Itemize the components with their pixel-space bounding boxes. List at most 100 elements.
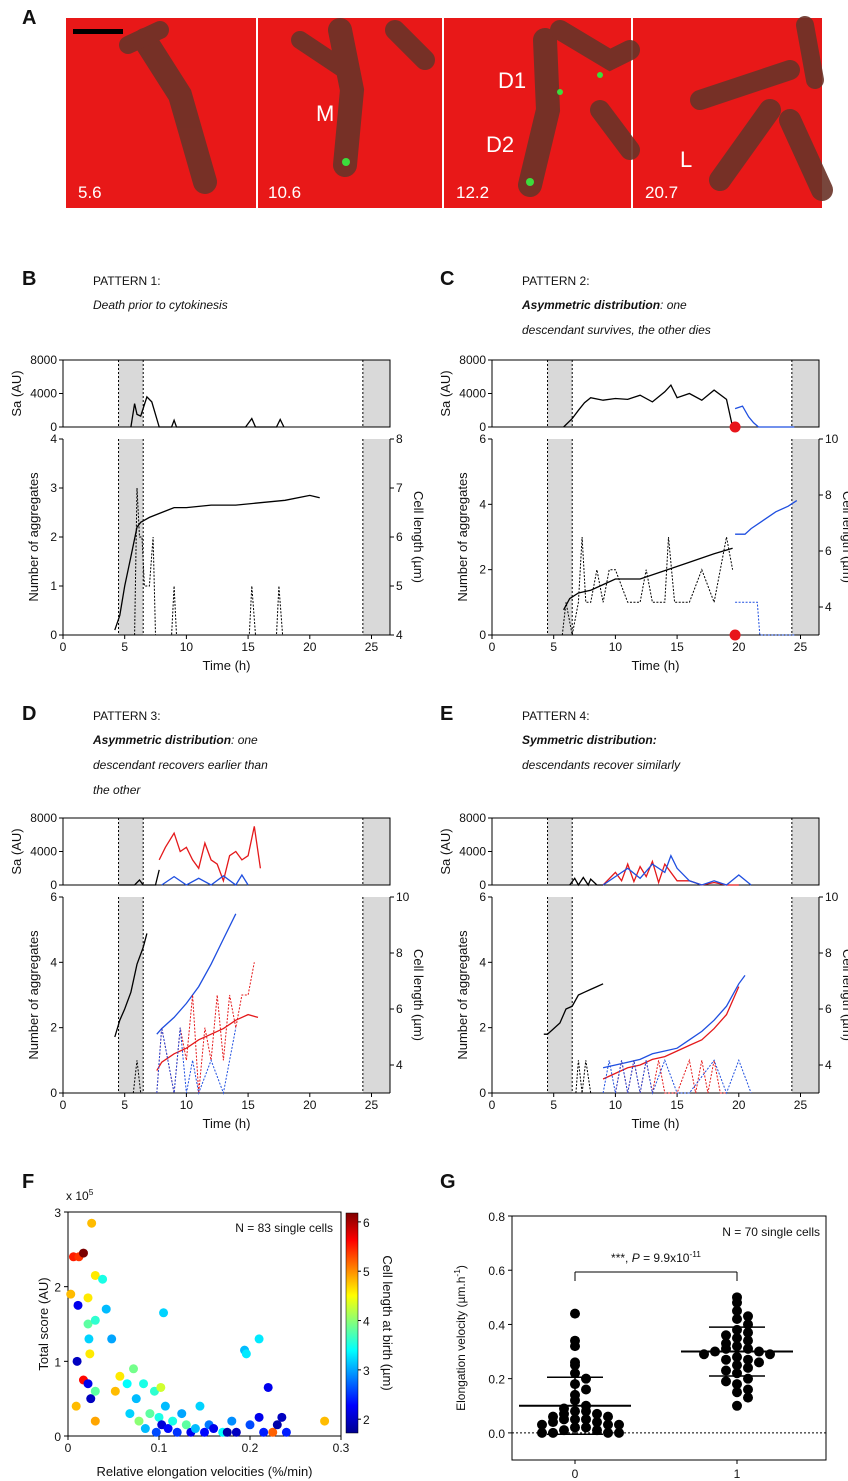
event-marker bbox=[729, 629, 741, 641]
point bbox=[592, 1417, 602, 1428]
point bbox=[168, 1416, 178, 1426]
point bbox=[754, 1357, 764, 1368]
point bbox=[259, 1427, 269, 1437]
point bbox=[71, 1401, 81, 1411]
y-tick-label: 0 bbox=[54, 1430, 61, 1444]
y-tick-label: 3 bbox=[50, 481, 57, 495]
panel-letter: B bbox=[22, 268, 36, 290]
point bbox=[190, 1424, 200, 1434]
text-run: = 9.9x10 bbox=[640, 1251, 690, 1265]
x-tick-label: 20 bbox=[303, 640, 317, 654]
point bbox=[145, 1409, 155, 1419]
annotation: N = 70 single cells bbox=[722, 1225, 820, 1239]
point bbox=[231, 1427, 241, 1437]
point bbox=[592, 1425, 602, 1436]
point bbox=[66, 1289, 76, 1299]
point bbox=[732, 1400, 742, 1411]
colorbar-tick-label: 3 bbox=[363, 1364, 370, 1378]
point bbox=[537, 1419, 547, 1430]
y2-tick-label: 4 bbox=[825, 600, 832, 614]
x-tick-label: 25 bbox=[794, 640, 808, 654]
point bbox=[177, 1409, 187, 1419]
point bbox=[614, 1419, 624, 1430]
y-tick-label: 8000 bbox=[459, 811, 486, 825]
y-tick-label: 2 bbox=[479, 563, 486, 577]
point bbox=[83, 1319, 93, 1329]
axes-frame bbox=[511, 1215, 827, 1461]
series-line bbox=[543, 983, 604, 1035]
series-line bbox=[602, 1058, 752, 1095]
point bbox=[581, 1373, 591, 1384]
y-tick-label: 4 bbox=[50, 955, 57, 969]
series-line bbox=[114, 933, 148, 1038]
point bbox=[537, 1427, 547, 1438]
panel-a: A 5.6 10.6 12.2 20.7 M D1 D2 L bbox=[22, 7, 833, 208]
time-label: 10.6 bbox=[268, 183, 301, 202]
point bbox=[281, 1427, 291, 1437]
y2-tick-label: 8 bbox=[825, 946, 832, 960]
panel-subtitle: Death prior to cytokinesis bbox=[93, 298, 228, 312]
point bbox=[101, 1304, 111, 1314]
shaded-interval bbox=[362, 818, 390, 885]
x-tick-label: 10 bbox=[180, 640, 194, 654]
point bbox=[195, 1401, 205, 1411]
shaded-interval bbox=[791, 818, 819, 885]
y-tick-label: 0 bbox=[479, 1086, 486, 1100]
point bbox=[72, 1356, 82, 1366]
point bbox=[83, 1379, 93, 1389]
y2-axis-label: Cell length (µm) bbox=[840, 949, 848, 1041]
y-tick-label: 0.6 bbox=[488, 1264, 505, 1278]
point bbox=[90, 1270, 100, 1280]
point bbox=[559, 1425, 569, 1436]
text-run: 5 bbox=[89, 1187, 94, 1197]
series-line bbox=[563, 383, 734, 428]
significance: ***, P = 9.9x10-11 bbox=[611, 1249, 701, 1265]
y-axis-label: Sa (AU) bbox=[9, 828, 24, 874]
y-tick-label: 0 bbox=[50, 1086, 57, 1100]
series-line bbox=[132, 1060, 142, 1094]
x-tick-label: 0 bbox=[572, 1467, 579, 1481]
shaded-interval bbox=[118, 818, 144, 885]
panel-letter: G bbox=[440, 1171, 456, 1193]
x-tick-label: 0 bbox=[489, 1098, 496, 1112]
x-tick-label: 0.1 bbox=[151, 1441, 168, 1455]
axis-multiplier: x 105 bbox=[66, 1187, 94, 1203]
series-line bbox=[735, 601, 795, 636]
x-tick-label: 10 bbox=[609, 640, 623, 654]
series-line bbox=[735, 500, 798, 535]
point bbox=[277, 1412, 287, 1422]
y-tick-label: 4000 bbox=[459, 387, 486, 401]
series-line bbox=[563, 547, 733, 611]
x-tick-label: 25 bbox=[794, 1098, 808, 1112]
point bbox=[570, 1308, 580, 1319]
y-tick-label: 0.4 bbox=[488, 1318, 505, 1332]
x-tick-label: 25 bbox=[365, 1098, 379, 1112]
y-tick-label: 4000 bbox=[30, 387, 57, 401]
colorbar-tick-label: 4 bbox=[363, 1315, 370, 1329]
point bbox=[614, 1427, 624, 1438]
series-line bbox=[118, 869, 160, 886]
point bbox=[732, 1305, 742, 1316]
point bbox=[83, 1293, 93, 1303]
series-line bbox=[602, 859, 739, 886]
y2-tick-label: 10 bbox=[825, 890, 839, 904]
point bbox=[84, 1334, 94, 1344]
point bbox=[603, 1411, 613, 1422]
series-line bbox=[134, 487, 284, 636]
point bbox=[160, 1401, 170, 1411]
panel-title: PATTERN 4: bbox=[522, 709, 590, 723]
point bbox=[732, 1379, 742, 1390]
y2-tick-label: 6 bbox=[825, 544, 832, 558]
series-line bbox=[156, 1013, 259, 1071]
x-tick-label: 1 bbox=[734, 1467, 741, 1481]
text-run: -11 bbox=[689, 1249, 701, 1259]
x-tick-label: 10 bbox=[180, 1098, 194, 1112]
panel-subtitle: the other bbox=[93, 783, 141, 797]
y2-tick-label: 10 bbox=[396, 890, 410, 904]
text-run: descendants recover similarly bbox=[522, 758, 681, 772]
y-axis-label: Number of aggregates bbox=[26, 930, 41, 1060]
text-run: descendant recovers earlier than bbox=[93, 758, 268, 772]
y-axis-label: Number of aggregates bbox=[455, 930, 470, 1060]
